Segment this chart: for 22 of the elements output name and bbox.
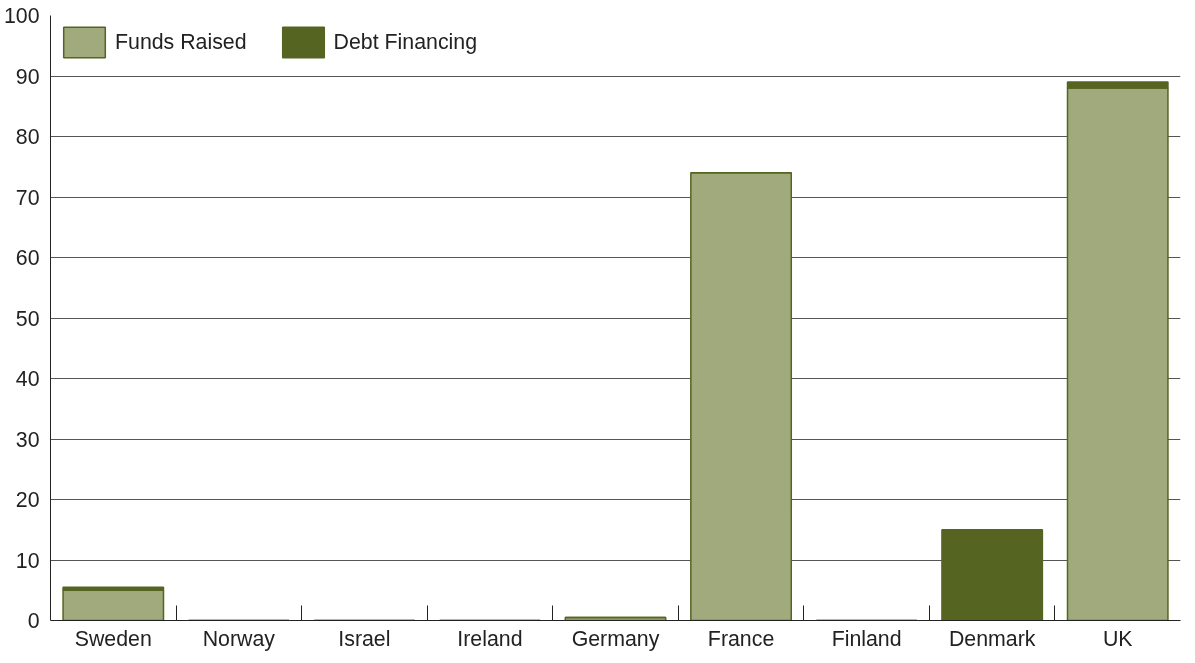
legend-label: Funds Raised <box>115 29 247 55</box>
x-tick-label: Denmark <box>948 626 1036 651</box>
y-tick-label: 30 <box>15 427 40 452</box>
x-tick-label: Finland <box>831 626 902 651</box>
legend-label: Debt Financing <box>333 29 478 55</box>
x-tick-label: Israel <box>338 626 391 651</box>
y-tick-label: 80 <box>15 125 40 149</box>
y-tick-label: 70 <box>15 185 40 210</box>
x-tick-label: Ireland <box>457 626 523 651</box>
y-tick-label: 90 <box>15 64 40 89</box>
y-tick-label: 60 <box>15 246 40 270</box>
y-tick-label: 50 <box>15 306 40 331</box>
y-tick-label: 40 <box>15 367 40 391</box>
y-tick-label: 100 <box>3 4 40 28</box>
x-tick-label: France <box>707 626 775 651</box>
x-tick-label: Germany <box>571 626 660 651</box>
x-tick-label: UK <box>1102 626 1133 651</box>
y-tick-label: 0 <box>27 609 40 633</box>
x-tick-label: Norway <box>202 626 276 651</box>
x-tick-label: Sweden <box>74 626 152 651</box>
y-tick-label: 20 <box>15 488 40 512</box>
y-tick-label: 10 <box>15 548 40 573</box>
